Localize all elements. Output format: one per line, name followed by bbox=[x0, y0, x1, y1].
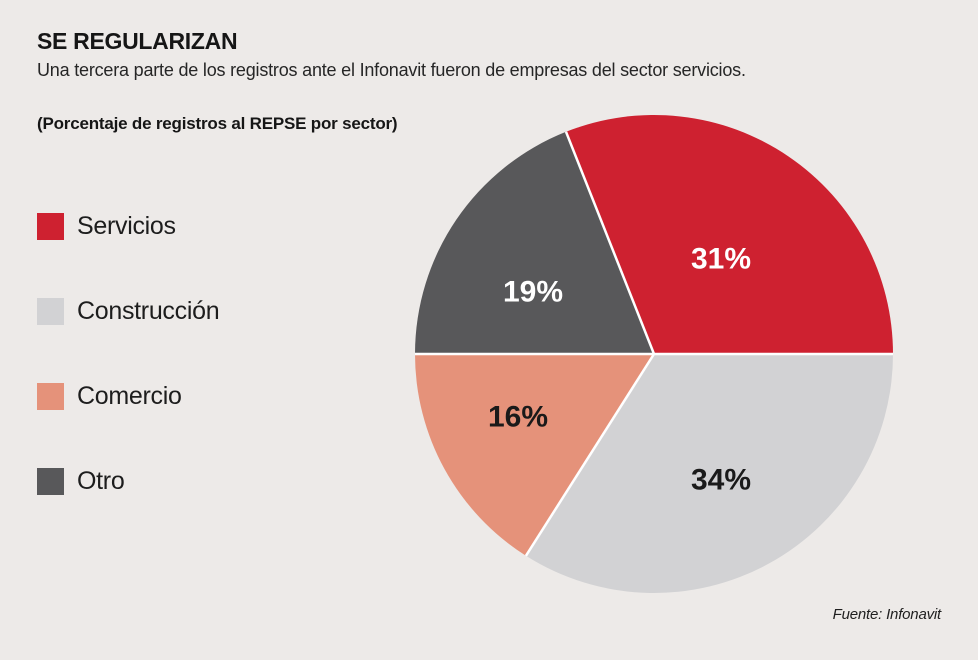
legend-swatch-construccion bbox=[37, 298, 64, 325]
legend-label-construccion: Construcción bbox=[77, 297, 220, 325]
legend-swatch-otro bbox=[37, 468, 64, 495]
pie-value-label-comercio: 16% bbox=[488, 401, 548, 434]
legend-swatch-servicios bbox=[37, 213, 64, 240]
legend-item-servicios: Servicios bbox=[37, 212, 219, 240]
pie-slice-construccion bbox=[525, 354, 893, 593]
legend: Servicios Construcción Comercio Otro bbox=[37, 212, 220, 553]
legend-label-otro: Otro bbox=[77, 467, 125, 495]
pie-slice-otro bbox=[415, 131, 654, 354]
chart-note: (Porcentaje de registros al REPSE por se… bbox=[37, 114, 398, 133]
legend-label-comercio: Comercio bbox=[77, 382, 182, 410]
legend-label-servicios: Servicios bbox=[77, 212, 176, 240]
slice-divider bbox=[564, 131, 656, 355]
pie-value-label-servicios: 31% bbox=[691, 243, 751, 276]
slice-divider bbox=[524, 353, 656, 557]
legend-item-comercio: Comercio bbox=[37, 382, 219, 410]
page-title: SE REGULARIZAN bbox=[37, 28, 238, 54]
pie-value-label-construccion: 34% bbox=[691, 464, 751, 497]
pie-value-label-otro: 19% bbox=[503, 276, 563, 309]
legend-item-construccion: Construcción bbox=[37, 297, 220, 325]
source-credit: Fuente: Infonavit bbox=[832, 606, 942, 623]
pie-chart: 31% 34% 16% 19% bbox=[415, 114, 893, 593]
pie-slice-comercio bbox=[415, 354, 654, 556]
pie-slice-servicios bbox=[566, 114, 893, 354]
legend-swatch-comercio bbox=[37, 383, 64, 410]
legend-item-otro: Otro bbox=[37, 467, 219, 495]
subtitle: Una tercera parte de los registros ante … bbox=[37, 60, 746, 80]
